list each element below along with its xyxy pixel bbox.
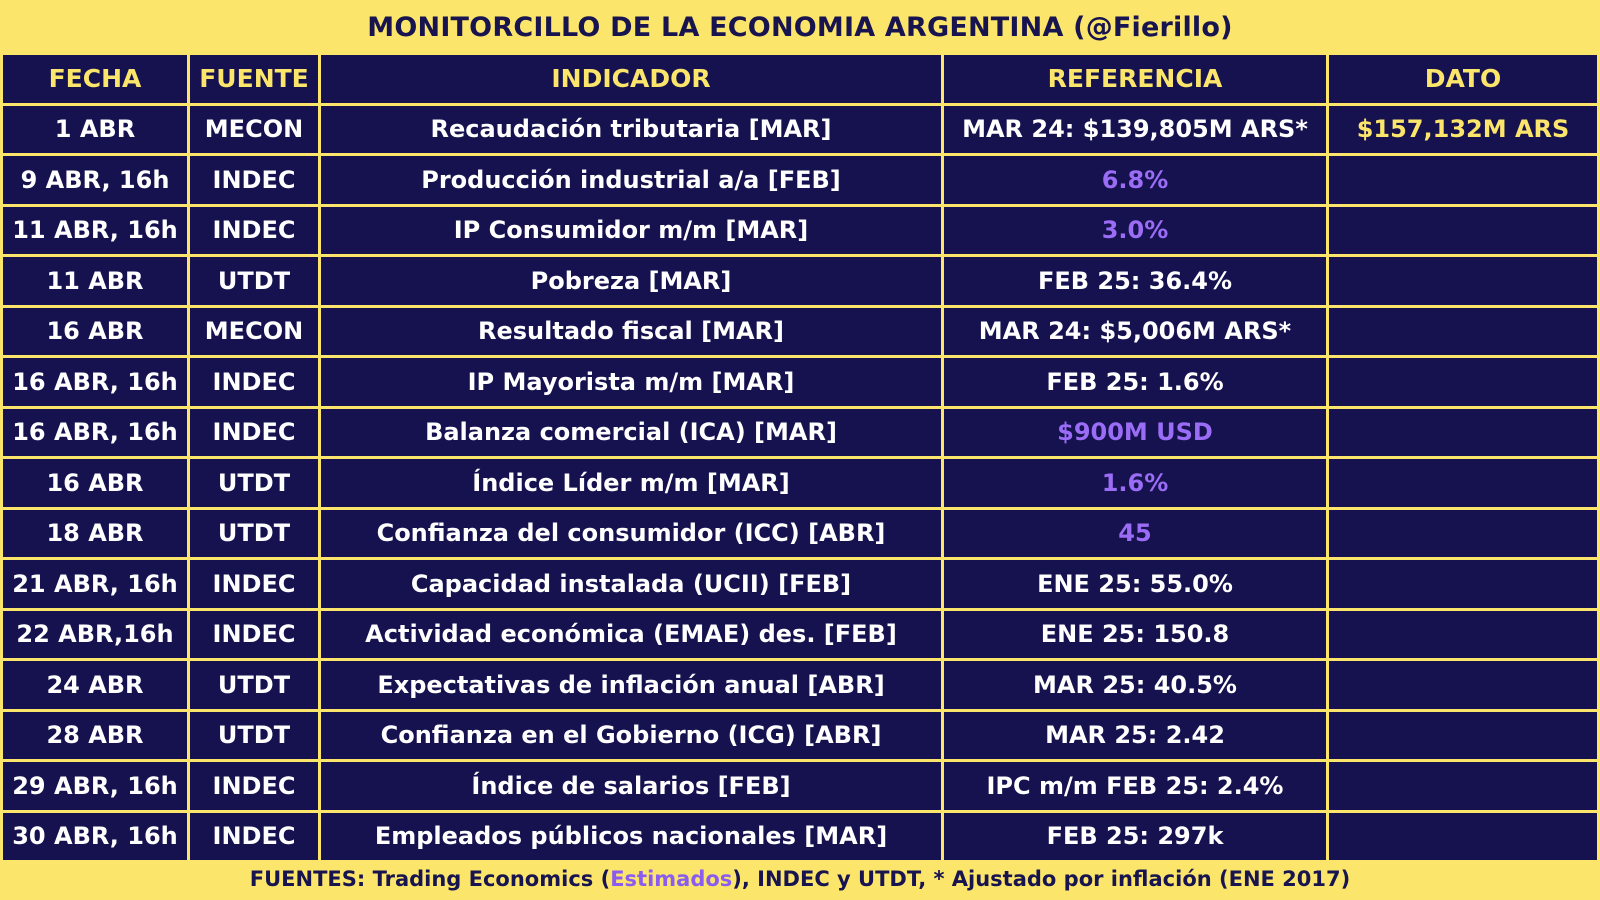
cell-fuente: UTDT <box>190 459 318 507</box>
cell-dato <box>1329 610 1597 658</box>
cell-dato <box>1329 711 1597 759</box>
cell-fuente: INDEC <box>190 560 318 608</box>
cell-fuente: INDEC <box>190 156 318 204</box>
column-header-dato: DATO <box>1329 55 1597 103</box>
column-header-referencia: REFERENCIA <box>944 55 1326 103</box>
cell-referencia-estimated: 3.0% <box>944 206 1326 254</box>
column-header-fuente: FUENTE <box>190 55 318 103</box>
cell-referencia-estimated: 45 <box>944 509 1326 557</box>
cell-dato <box>1329 307 1597 355</box>
cell-indicador: Balanza comercial (ICA) [MAR] <box>321 408 941 456</box>
cell-dato <box>1329 812 1597 860</box>
cell-fuente: UTDT <box>190 711 318 759</box>
cell-fecha: 9 ABR, 16h <box>3 156 187 204</box>
cell-indicador: Pobreza [MAR] <box>321 257 941 305</box>
cell-referencia: FEB 25: 36.4% <box>944 257 1326 305</box>
cell-referencia: IPC m/m FEB 25: 2.4% <box>944 762 1326 810</box>
cell-fecha: 16 ABR <box>3 459 187 507</box>
cell-dato <box>1329 560 1597 608</box>
cell-fuente: MECON <box>190 307 318 355</box>
cell-fecha: 16 ABR, 16h <box>3 358 187 406</box>
cell-indicador: Índice de salarios [FEB] <box>321 762 941 810</box>
cell-fuente: INDEC <box>190 408 318 456</box>
cell-fecha: 1 ABR <box>3 105 187 153</box>
cell-indicador: Empleados públicos nacionales [MAR] <box>321 812 941 860</box>
cell-dato <box>1329 408 1597 456</box>
cell-fecha: 28 ABR <box>3 711 187 759</box>
cell-fecha: 11 ABR <box>3 257 187 305</box>
cell-fecha: 21 ABR, 16h <box>3 560 187 608</box>
cell-referencia: FEB 25: 1.6% <box>944 358 1326 406</box>
cell-fecha: 16 ABR, 16h <box>3 408 187 456</box>
cell-fuente: UTDT <box>190 661 318 709</box>
cell-referencia: MAR 24: $139,805M ARS* <box>944 105 1326 153</box>
sources-footer: FUENTES: Trading Economics (Estimados), … <box>0 860 1600 900</box>
footer-estimados: Estimados <box>610 867 733 891</box>
cell-dato <box>1329 257 1597 305</box>
cell-indicador: Producción industrial a/a [FEB] <box>321 156 941 204</box>
cell-indicador: Capacidad instalada (UCII) [FEB] <box>321 560 941 608</box>
column-header-indicador: INDICADOR <box>321 55 941 103</box>
cell-dato <box>1329 762 1597 810</box>
cell-fecha: 30 ABR, 16h <box>3 812 187 860</box>
cell-fecha: 16 ABR <box>3 307 187 355</box>
cell-fuente: INDEC <box>190 206 318 254</box>
footer-prefix: FUENTES: Trading Economics ( <box>249 867 611 891</box>
cell-indicador: IP Mayorista m/m [MAR] <box>321 358 941 406</box>
cell-dato <box>1329 206 1597 254</box>
cell-dato <box>1329 156 1597 204</box>
cell-referencia-estimated: 6.8% <box>944 156 1326 204</box>
calendar-table: FECHA FUENTE INDICADOR REFERENCIA DATO 1… <box>3 55 1597 860</box>
cell-indicador: Resultado fiscal [MAR] <box>321 307 941 355</box>
cell-dato <box>1329 661 1597 709</box>
cell-referencia: MAR 25: 2.42 <box>944 711 1326 759</box>
cell-dato <box>1329 358 1597 406</box>
cell-referencia: MAR 24: $5,006M ARS* <box>944 307 1326 355</box>
cell-referencia-estimated: 1.6% <box>944 459 1326 507</box>
cell-fecha: 24 ABR <box>3 661 187 709</box>
cell-referencia: MAR 25: 40.5% <box>944 661 1326 709</box>
cell-fuente: UTDT <box>190 509 318 557</box>
cell-referencia-estimated: $900M USD <box>944 408 1326 456</box>
cell-indicador: Confianza en el Gobierno (ICG) [ABR] <box>321 711 941 759</box>
cell-referencia: ENE 25: 55.0% <box>944 560 1326 608</box>
column-header-fecha: FECHA <box>3 55 187 103</box>
cell-indicador: Confianza del consumidor (ICC) [ABR] <box>321 509 941 557</box>
cell-fuente: INDEC <box>190 610 318 658</box>
cell-fuente: MECON <box>190 105 318 153</box>
cell-fuente: INDEC <box>190 762 318 810</box>
cell-referencia: FEB 25: 297k <box>944 812 1326 860</box>
cell-fecha: 22 ABR,16h <box>3 610 187 658</box>
cell-fecha: 11 ABR, 16h <box>3 206 187 254</box>
cell-indicador: Índice Líder m/m [MAR] <box>321 459 941 507</box>
cell-fuente: INDEC <box>190 812 318 860</box>
page-title: MONITORCILLO DE LA ECONOMIA ARGENTINA (@… <box>367 12 1233 43</box>
cell-fuente: UTDT <box>190 257 318 305</box>
cell-indicador: Expectativas de inflación anual [ABR] <box>321 661 941 709</box>
cell-indicador: Recaudación tributaria [MAR] <box>321 105 941 153</box>
cell-fecha: 29 ABR, 16h <box>3 762 187 810</box>
cell-fuente: INDEC <box>190 358 318 406</box>
footer-suffix: ), INDEC y UTDT, * Ajustado por inflació… <box>732 867 1351 891</box>
cell-indicador: IP Consumidor m/m [MAR] <box>321 206 941 254</box>
cell-referencia: ENE 25: 150.8 <box>944 610 1326 658</box>
cell-dato: $157,132M ARS <box>1329 105 1597 153</box>
cell-indicador: Actividad económica (EMAE) des. [FEB] <box>321 610 941 658</box>
cell-dato <box>1329 509 1597 557</box>
cell-dato <box>1329 459 1597 507</box>
cell-fecha: 18 ABR <box>3 509 187 557</box>
